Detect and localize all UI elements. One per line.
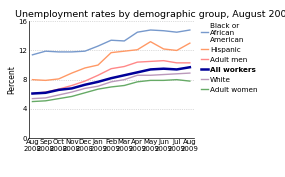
All workers (162, 68, 165, 70)
Adult women (96, 88, 100, 90)
All workers (123, 74, 126, 76)
Black or
African
American (162, 30, 165, 32)
All workers (188, 66, 192, 68)
Black or
African
American (70, 51, 74, 53)
Hispanic (44, 79, 47, 81)
White (31, 98, 34, 100)
Y-axis label: Percent: Percent (8, 65, 17, 94)
Hispanic (31, 79, 34, 81)
Black or
African
American (136, 31, 139, 33)
Adult men (162, 60, 165, 62)
Adult men (123, 65, 126, 68)
All workers (136, 71, 139, 73)
Adult men (70, 84, 74, 87)
Adult men (188, 62, 192, 64)
Black or
African
American (83, 50, 87, 52)
Adult men (175, 62, 178, 64)
Adult women (188, 80, 192, 82)
Line: Adult men: Adult men (32, 61, 190, 93)
All workers (175, 68, 178, 70)
White (162, 73, 165, 76)
Line: Hispanic: Hispanic (32, 42, 190, 80)
Line: All workers: All workers (32, 67, 190, 93)
Adult women (57, 98, 60, 100)
All workers (70, 87, 74, 90)
Black or
African
American (175, 31, 178, 33)
Adult women (31, 101, 34, 103)
Black or
African
American (123, 40, 126, 42)
Hispanic (136, 49, 139, 51)
All workers (44, 92, 47, 94)
Hispanic (57, 78, 60, 80)
White (149, 74, 152, 76)
Adult men (136, 61, 139, 63)
Hispanic (123, 50, 126, 52)
Adult men (57, 88, 60, 90)
Hispanic (83, 67, 87, 69)
All workers (83, 84, 87, 86)
Hispanic (70, 72, 74, 74)
Adult women (44, 100, 47, 102)
Black or
African
American (109, 39, 113, 41)
All workers (109, 77, 113, 79)
White (175, 73, 178, 75)
White (123, 79, 126, 81)
Adult women (123, 84, 126, 87)
Adult men (83, 80, 87, 82)
Adult women (149, 79, 152, 81)
Hispanic (109, 52, 113, 54)
White (96, 85, 100, 87)
Legend: Black or
African
American, Hispanic, Adult men, All workers, White, Adult women: Black or African American, Hispanic, Adu… (201, 22, 258, 93)
White (188, 72, 192, 74)
Adult men (149, 60, 152, 62)
White (109, 81, 113, 83)
Black or
African
American (188, 29, 192, 31)
Adult women (175, 79, 178, 81)
Hispanic (96, 64, 100, 66)
Adult men (31, 92, 34, 95)
Adult men (44, 91, 47, 93)
Text: Unemployment rates by demographic group, August 2008–August 2009: Unemployment rates by demographic group,… (15, 10, 285, 19)
All workers (57, 89, 60, 91)
Hispanic (188, 42, 192, 44)
Line: White: White (32, 73, 190, 99)
Adult women (109, 86, 113, 88)
Adult men (109, 68, 113, 70)
Adult women (162, 79, 165, 81)
White (70, 91, 74, 93)
Hispanic (149, 41, 152, 43)
Black or
African
American (149, 29, 152, 31)
All workers (149, 68, 152, 70)
Line: Black or
African
American: Black or African American (32, 30, 190, 55)
White (57, 94, 60, 96)
White (83, 87, 87, 90)
All workers (31, 92, 34, 95)
White (44, 97, 47, 99)
Black or
African
American (57, 51, 60, 53)
White (136, 74, 139, 76)
Black or
African
American (96, 45, 100, 47)
Black or
African
American (31, 54, 34, 56)
Hispanic (175, 49, 178, 52)
Line: Adult women: Adult women (32, 80, 190, 102)
Adult men (96, 74, 100, 76)
Adult women (83, 92, 87, 94)
Adult women (136, 81, 139, 83)
Black or
African
American (44, 50, 47, 52)
Adult women (70, 95, 74, 98)
Hispanic (162, 48, 165, 50)
All workers (96, 81, 100, 83)
